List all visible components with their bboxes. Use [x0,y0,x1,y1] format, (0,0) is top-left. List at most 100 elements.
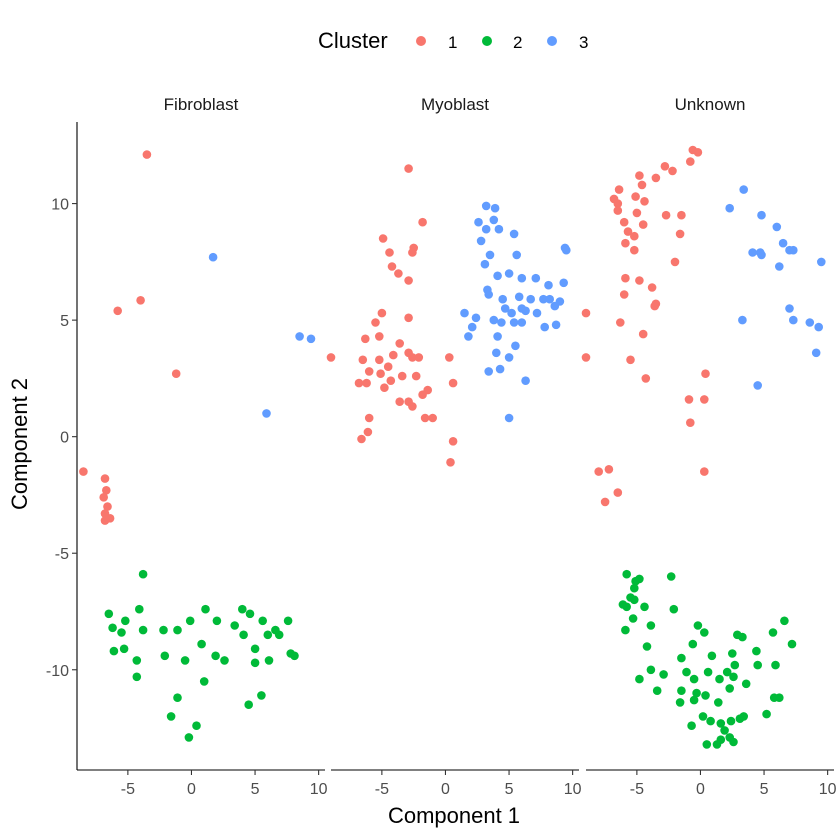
series-cluster-1 [326,164,458,467]
data-point [250,658,260,668]
data-point [375,355,384,365]
data-point [212,616,222,626]
data-point [686,157,695,166]
data-point [512,250,521,260]
data-point [762,709,771,719]
data-point [362,378,371,388]
data-point [448,378,458,388]
data-point [481,201,491,211]
data-point [108,623,117,633]
data-point [364,367,374,376]
data-point [700,628,709,637]
data-point [772,222,782,232]
data-point [394,269,403,278]
series-cluster-2 [618,569,797,749]
facet-strip-label: Fibroblast [164,95,239,114]
data-point [173,625,182,635]
data-point [726,716,736,726]
data-point [485,250,495,260]
y-axis-title: Component 2 [7,378,32,510]
data-point [581,353,591,362]
data-point [467,322,477,332]
data-point [686,418,695,428]
data-point [138,625,148,635]
data-point [166,712,176,721]
data-point [594,467,603,476]
facet-panel-unknown: Unknown -5 0 5 10 [581,95,837,798]
data-point [509,318,519,327]
data-point [640,602,649,612]
data-point [693,148,703,157]
data-point [621,238,630,248]
data-point [730,660,740,670]
data-point [630,595,639,605]
data-point [631,192,640,201]
data-point [684,395,694,404]
data-point [136,296,145,305]
data-point [517,318,527,327]
data-point [693,621,703,630]
data-point [490,203,500,213]
data-point [614,185,624,194]
data-point [748,248,757,257]
data-point [780,616,789,626]
data-point [581,308,591,318]
data-point [481,224,491,234]
data-point [687,721,696,730]
x-axis-title: Component 1 [388,803,520,828]
data-point [738,632,747,642]
x-tick-label: -5 [630,781,644,798]
data-point [264,656,274,665]
data-point [753,660,762,670]
data-point [738,315,747,325]
data-point [540,322,549,332]
data-point [623,227,633,236]
series-cluster-3 [460,201,571,423]
data-point [638,220,648,229]
data-point [619,217,629,227]
data-point [706,716,715,726]
data-point [201,604,210,614]
data-point [211,651,220,661]
data-point [640,197,649,206]
data-point [364,413,374,423]
data-point [650,301,659,311]
data-point [180,656,190,665]
data-point [692,688,701,698]
data-point [635,276,644,285]
data-point [104,609,114,619]
data-point [545,294,554,304]
data-point [395,339,405,348]
data-point [638,329,648,339]
data-point [613,488,623,497]
data-point [498,294,508,304]
data-point [714,698,723,707]
data-point [775,262,784,271]
y-axis: -10 -5 0 5 10 [46,122,78,770]
data-point [404,276,413,285]
data-point [814,322,823,332]
data-point [418,390,427,400]
data-point [613,199,623,208]
data-point [562,245,571,255]
data-point [504,269,514,278]
data-point [675,229,685,239]
data-point [117,628,126,637]
data-point [220,656,229,665]
data-point [616,318,625,327]
data-point [532,308,542,318]
data-point [484,367,494,376]
data-point [132,672,142,682]
data-point [630,231,639,241]
data-point [484,290,494,299]
data-point [197,639,206,649]
x-tick-label: 10 [819,781,837,798]
data-point [138,569,148,579]
data-point [771,660,780,670]
x-tick-label: -5 [375,781,389,798]
data-point [263,630,273,640]
facet-panels: Fibroblast -5 0 5 10 Myoblast -5 0 5 10 Unknown -5 0… [77,95,837,798]
data-point [257,691,266,700]
data-point [677,653,686,663]
data-point [646,665,656,675]
